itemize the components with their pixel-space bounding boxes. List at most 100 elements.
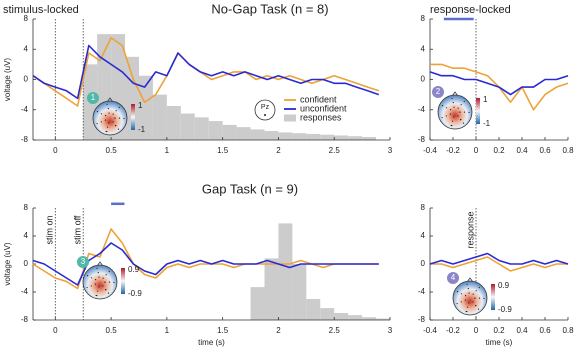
panel-title: Gap Task (n = 9) — [202, 181, 298, 196]
y-tick-label: 4 — [24, 231, 29, 240]
series-line — [32, 228, 379, 290]
event-label: stim off — [73, 215, 83, 244]
topo-electrode — [105, 274, 107, 276]
histogram-bar — [292, 264, 307, 320]
x-tick-label: 2.5 — [329, 326, 341, 335]
x-tick-label: 0 — [53, 326, 58, 335]
topoplot — [92, 100, 128, 136]
x-tick-label: 1.5 — [217, 146, 229, 155]
topo-electrode — [106, 103, 108, 105]
series-line — [32, 44, 380, 100]
topo-electrode — [468, 292, 470, 294]
colorbar-label: -1 — [483, 119, 491, 128]
topo-nose — [96, 261, 104, 267]
topo-badge — [447, 272, 459, 284]
topo-electrode — [459, 111, 461, 113]
topo-electrode — [445, 107, 448, 109]
histogram-bar — [222, 124, 237, 140]
legend-label: confident — [300, 94, 337, 104]
histogram-bar — [264, 258, 279, 320]
y-tick-label: -8 — [21, 315, 29, 324]
x-tick-label: -0.4 — [423, 146, 437, 155]
topo-electrode — [451, 97, 453, 99]
histogram-bar — [138, 75, 153, 140]
topo-electrode — [102, 285, 104, 287]
x-tick-label: 2 — [276, 326, 281, 335]
topo-badge-label: 3 — [81, 257, 86, 266]
histogram-bar — [348, 315, 363, 320]
topo-electrode — [118, 106, 120, 109]
x-tick-label: 2 — [276, 146, 281, 155]
x-tick-label: -0.2 — [446, 146, 460, 155]
topo-badge-label: 4 — [451, 273, 456, 282]
topo-electrode — [113, 281, 115, 284]
topo-electrode — [118, 117, 121, 119]
y-tick-label: -4 — [418, 105, 426, 114]
series-line — [429, 252, 569, 265]
topo-electrode — [456, 290, 459, 293]
x-tick-label: 0.5 — [106, 146, 118, 155]
topo-electrode — [464, 299, 467, 301]
y-tick-label: 4 — [24, 44, 29, 53]
x-tick-label: -0.4 — [423, 326, 437, 335]
x-tick-label: 0.8 — [562, 146, 574, 155]
y-tick-label: 8 — [421, 203, 426, 212]
topo-electrode — [112, 113, 114, 115]
topo-electrode — [108, 270, 110, 273]
topo-electrode — [104, 281, 106, 283]
topoplot — [452, 280, 488, 316]
y-axis-label: voltage (uV) — [3, 242, 12, 285]
topo-electrode — [102, 277, 104, 279]
x-tick-label: 1.5 — [217, 326, 229, 335]
legend-swatch — [284, 114, 296, 122]
topo-electrode — [107, 108, 109, 110]
topo-electrode — [114, 125, 117, 127]
x-tick-label: 0.6 — [539, 326, 551, 335]
topo-electrode — [90, 285, 92, 287]
topo-electrode — [445, 115, 447, 117]
topo-electrode — [95, 294, 97, 297]
histogram-bar — [334, 135, 349, 140]
topo-electrode — [104, 289, 107, 291]
panel-title: No-Gap Task (n = 8) — [211, 1, 328, 16]
y-tick-label: -8 — [418, 315, 426, 324]
x-tick-label: 2.5 — [329, 146, 341, 155]
colorbar — [476, 98, 480, 124]
topo-electrode — [463, 100, 465, 103]
topo-electrode — [475, 290, 477, 292]
topo-badge — [77, 256, 89, 268]
topo-electrode — [94, 279, 97, 281]
y-tick-label: 4 — [421, 44, 426, 53]
colorbar-label: 0.9 — [498, 281, 510, 290]
topo-electrode — [96, 122, 98, 125]
topo-electrode — [107, 292, 110, 294]
topo-badge — [432, 86, 444, 98]
topo-electrode — [468, 302, 470, 304]
topo-electrode — [457, 115, 459, 117]
topo-badge-label: 1 — [91, 93, 96, 102]
topo-electrode — [451, 120, 454, 122]
topo-electrode — [459, 119, 462, 121]
electrode-dot — [264, 114, 266, 116]
topo-electrode — [90, 277, 93, 279]
topo-nose — [466, 277, 474, 283]
topo-electrode — [453, 116, 455, 118]
y-tick-label: 8 — [24, 14, 29, 23]
histogram-bar — [180, 113, 195, 140]
x-tick-label: 0.2 — [493, 146, 505, 155]
topo-electrode — [464, 295, 467, 297]
colorbar-label: 1 — [483, 95, 488, 104]
topo-electrode — [466, 306, 469, 308]
topo-electrode — [456, 302, 458, 305]
topo-electrode — [100, 121, 102, 123]
topo-electrode — [450, 124, 452, 127]
topo-electrode — [477, 308, 480, 310]
x-tick-label: 3 — [388, 146, 393, 155]
topo-electrode — [108, 112, 110, 114]
x-axis-label: time (s) — [486, 338, 513, 347]
x-tick-label: 3 — [388, 326, 393, 335]
topo-badge — [87, 92, 99, 104]
topo-electrode — [96, 110, 99, 113]
topo-electrode — [449, 113, 452, 115]
histogram-bar — [208, 121, 223, 140]
